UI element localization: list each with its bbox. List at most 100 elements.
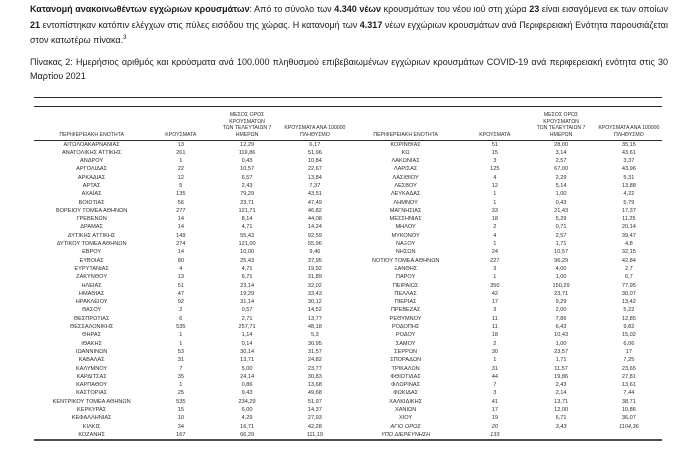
cell-avg7: 4,29 [241,415,253,422]
cell-avg7: 12,29 [240,141,255,148]
cell-cases: 47 [177,290,184,297]
cell-per100k: 37,95 [307,257,322,264]
cell-avg7: 66,29 [240,431,255,438]
cell-region: ΥΠΟ ΔΙΕΡΕΥΝΗΣΗ [381,431,431,438]
cell-cases: 80 [177,257,184,264]
cell-cases: 30 [491,348,498,355]
cell-avg7: 0,14 [241,340,253,347]
cell-avg7: 19,86 [554,373,569,380]
cell-region: ΗΡΑΚΛΕΙΟΥ [75,299,108,306]
cell-per100k: 6,17 [309,141,321,148]
cell-per100k: 22,67 [307,166,322,173]
cell-per100k: 7,37 [309,182,321,189]
table-row: ΔΥΤΙΚΟΥ ΤΟΜΕΑ ΑΘΗΝΩΝ 274 121,00 55,96 [34,240,348,248]
cell-region: ΘΕΣΣΑΛΟΝΙΚΗΣ [69,324,114,331]
cell-per100k: 38,71 [621,398,636,405]
cell-region: ΑΝΑΤΟΛΙΚΗΣ ΑΤΤΙΚΗΣ [61,149,122,156]
cell-cases: 22 [177,166,184,173]
table-row: ΜΕΣΣΗΝΙΑΣ 18 5,29 11,25 [348,215,662,223]
table-row: ΛΑΡΙΣΑΣ 125 67,00 43,96 [348,165,662,173]
table-row: ΔΥΤΙΚΗΣ ΑΤΤΙΚΗΣ 149 55,43 92,59 [34,232,348,240]
cell-per100k: 77,95 [621,282,636,289]
table-row: ΛΕΣΒΟΥ 12 5,14 13,88 [348,182,662,190]
cell-per100k: 14,24 [307,224,322,231]
col-header-cases: ΚΡΟΥΣΜΑΤΑ [463,107,527,141]
cell-avg7 [526,431,595,439]
cell-region: ΝΑΞΟΥ [395,241,416,248]
table-row: ΜΗΛΟΥ 2 0,71 20,14 [348,223,662,231]
cell-per100k: 14,37 [307,407,322,413]
cell-cases: 15 [491,149,498,156]
table-caption: Πίνακας 2: Ημερήσιος αριθμός και κρούσμα… [30,57,668,81]
table-row: ΚΕΦΑΛΛΗΝΙΑΣ 10 4,29 27,93 [34,414,348,422]
table-row: ΞΑΝΘΗΣ 3 4,00 2,7 [348,265,662,273]
cell-avg7: 10,57 [554,249,569,256]
cell-cases: 14 [177,216,184,223]
cell-region: ΔΥΤΙΚΗΣ ΑΤΤΙΚΗΣ [67,232,116,239]
cell-cases: 350 [490,282,500,289]
cell-per100k: 3,37 [623,158,635,165]
cell-cases: 18 [491,216,498,223]
table-row: ΠΙΕΡΙΑΣ 17 9,29 13,42 [348,298,662,306]
table-row: ΚΕΡΚΥΡΑΣ 15 6,00 14,37 [34,406,348,414]
cell-per100k: 5,3 [310,332,319,339]
cell-per100k: 4,22 [623,191,635,198]
cell-avg7: 6,71 [555,415,567,422]
col-header-cases: ΚΡΟΥΣΜΑΤΑ [149,107,213,141]
header-row: ΠΕΡΙΦΕΡΕΙΑΚΗ ΕΝΟΤΗΤΑ ΚΡΟΥΣΜΑΤΑ ΜΕΣΟΣ ΟΡΟ… [348,107,662,141]
cell-per100k: 19,92 [307,265,322,272]
cell-per100k: 43,61 [621,149,636,156]
table-row: ΗΛΕΙΑΣ 51 23,14 32,02 [34,282,348,290]
cell-region: ΦΩΚΙΔΑΣ [393,390,419,397]
table-row: ΥΠΟ ΔΙΕΡΕΥΝΗΣΗ 133 [348,431,662,439]
table-body-left: ΑΙΤΩΛΟΑΚΑΡΝΑΝΙΑΣ 13 12,29 6,17 ΑΝΑΤΟΛΙΚΗΣ ΑΤ… [34,140,348,439]
table-row: ΕΥΡΥΤΑΝΙΑΣ 4 4,71 19,92 [34,265,348,273]
cell-per100k: 35,15 [621,141,636,148]
table-row: ΠΕΙΡΑΙΩΣ 350 150,29 77,95 [348,282,662,290]
cell-cases: 14 [177,249,184,256]
cell-avg7: 1,00 [555,340,567,347]
cases-table: ΠΕΡΙΦΕΡΕΙΑΚΗ ΕΝΟΤΗΤΑ ΚΡΟΥΣΜΑΤΑ ΜΕΣΟΣ ΟΡΟ… [34,97,662,442]
table-row: ΚΑΡΔΙΤΣΑΣ 35 24,14 30,83 [34,373,348,381]
cell-region: ΞΑΝΘΗΣ [393,265,418,272]
cell-per100k: 24,82 [307,357,322,364]
cell-cases: 3 [493,265,497,272]
cell-region: ΛΑΣΙΘΙΟΥ [392,174,419,181]
table-row: ΚΑΡΠΑΘΟΥ 1 0,86 13,68 [34,381,348,389]
cell-per100k: 5,79 [623,199,635,206]
table-row: ΑΝΔΡΟΥ 1 0,43 10,84 [34,157,348,165]
cell-avg7: 0,71 [555,224,567,231]
cell-avg7: 30,14 [240,348,255,355]
cell-region: ΚΕΡΚΥΡΑΣ [77,407,107,413]
col-header-avg7: ΜΕΣΟΣ ΟΡΟΣ ΚΡΟΥΣΜΑΤΩΝ ΤΩΝ ΤΕΛΕΥΤΑΙΩΝ 7 Η… [526,107,596,141]
table-row: ΑΙΤΩΛΟΑΚΑΡΝΑΝΙΑΣ 13 12,29 6,17 [34,140,348,149]
cell-cases: 51 [177,282,184,289]
cell-region: ΚΑΡΔΙΤΣΑΣ [76,373,107,380]
cell-avg7: 13,71 [240,357,255,364]
cell-region: ΡΟΔΟΥ [395,332,416,339]
cell-per100k: 9,46 [309,249,321,256]
cell-cases: 51 [491,141,498,148]
cell-avg7: 5,14 [555,182,567,189]
cell-cases: 56 [177,199,184,206]
cell-per100k: 55,96 [307,241,322,248]
cell-avg7: 2,43 [555,382,567,389]
cell-per100k: 51,97 [307,398,322,405]
cell-cases: 1 [493,274,497,281]
cell-avg7: 31,14 [240,299,255,306]
cell-avg7: 1,71 [555,241,567,248]
table-row: ΑΧΑΪΑΣ 135 79,29 43,51 [34,190,348,198]
cell-cases: 92 [177,299,184,306]
cell-cases: 41 [491,398,498,405]
cell-cases: 7 [179,365,183,372]
cell-avg7: 4,00 [555,265,567,272]
cell-region: ΑΡΓΟΛΙΔΑΣ [76,166,108,173]
cell-cases: 1 [179,158,183,165]
table-row: ΣΕΡΡΩΝ 30 23,57 17 [348,348,662,356]
cell-avg7: 9,43 [241,390,253,397]
cell-cases: 7 [493,382,497,389]
cell-region: ΠΙΕΡΙΑΣ [394,299,417,306]
cell-cases: 4 [493,232,497,239]
cell-per100k: 23,77 [307,365,322,372]
